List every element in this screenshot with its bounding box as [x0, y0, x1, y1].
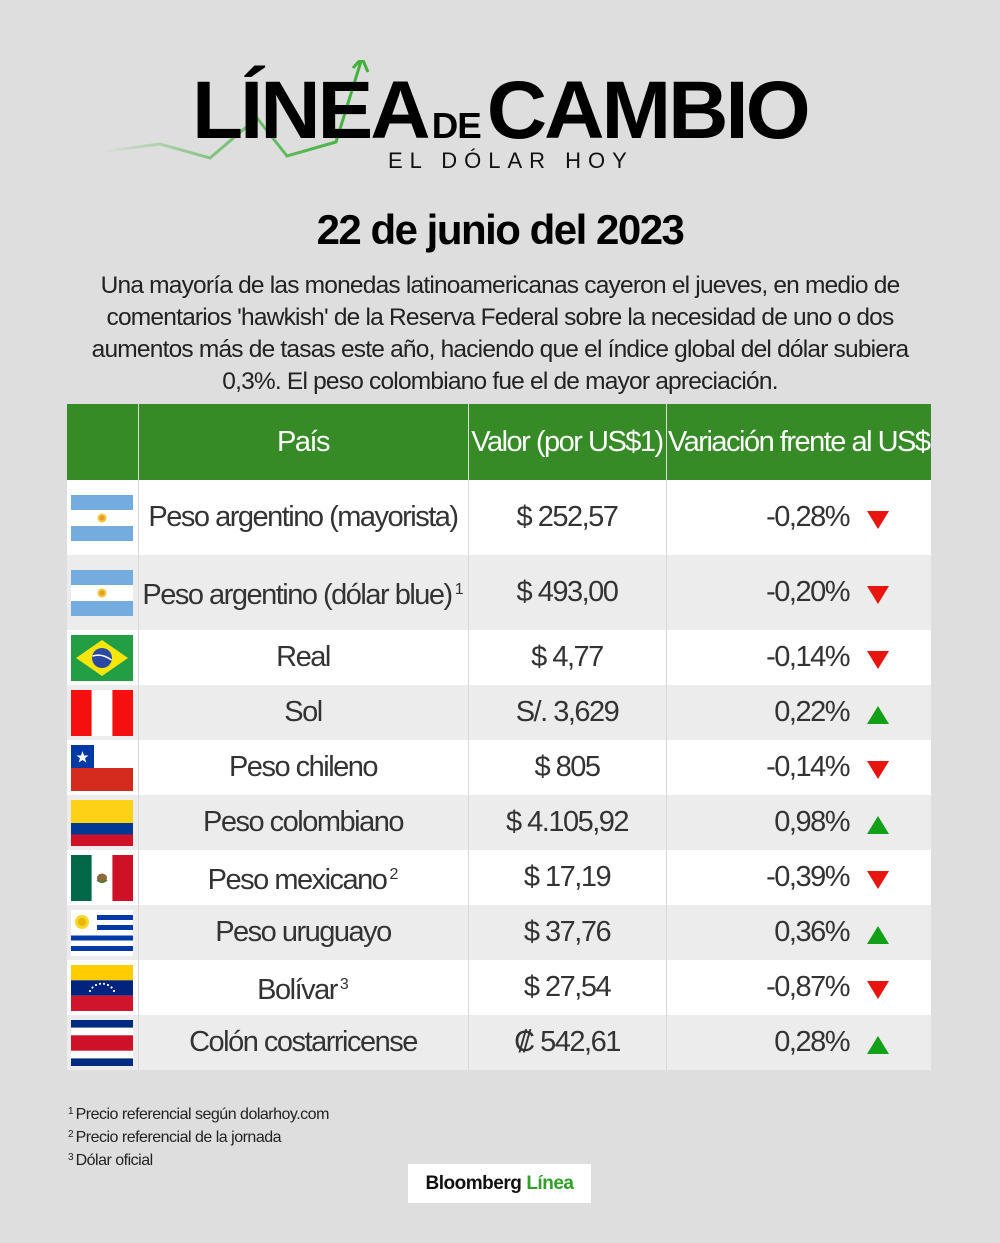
currency-change: 0,28% — [666, 1015, 931, 1070]
column-header-change: Variación frente al US$ — [666, 404, 931, 480]
currency-name: Real — [138, 630, 469, 685]
up-arrow-icon — [867, 705, 889, 724]
bloomberg-linea-logo: Bloomberg Línea — [408, 1164, 591, 1203]
peru-flag-icon — [71, 689, 134, 736]
chile-flag-icon — [71, 744, 134, 791]
argentina-flag-icon — [71, 569, 134, 616]
table-header-row: País Valor (por US$1) Variación frente a… — [67, 404, 931, 480]
argentina-flag-icon — [71, 494, 134, 541]
table-row: Peso uruguayo $ 37,76 0,36% — [67, 905, 931, 960]
table-row: Peso colombiano $ 4.105,92 0,98% — [67, 795, 931, 850]
uruguay-flag-icon — [71, 909, 134, 956]
down-arrow-icon — [867, 510, 889, 529]
currency-value: $ 805 — [468, 740, 667, 795]
table-row: Peso argentino (mayorista) $ 252,57 -0,2… — [67, 480, 931, 555]
footnotes: 1 Precio referencial según dolarhoy.com 2… — [68, 1102, 329, 1171]
currency-name: Peso uruguayo — [138, 905, 469, 960]
down-arrow-icon — [867, 870, 889, 889]
costa-rica-flag-icon — [71, 1019, 134, 1066]
mexico-flag-icon — [71, 854, 134, 901]
page-date: 22 de junio del 2023 — [316, 206, 685, 253]
venezuela-flag-icon — [71, 964, 134, 1011]
footnote-3: 3 Dólar oficial — [68, 1152, 153, 1169]
currency-value: $ 27,54 — [468, 960, 667, 1015]
logo-title: LÍNEA DECAMBIO — [192, 65, 811, 156]
down-arrow-icon — [867, 760, 889, 779]
currency-name: Peso mexicano 2 — [138, 850, 469, 905]
currency-value: $ 37,76 — [468, 905, 667, 960]
up-arrow-icon — [867, 1035, 889, 1054]
table-row: Bolívar 3 $ 27,54 -0,87% — [67, 960, 931, 1015]
currency-name: Colón costarricense — [138, 1015, 469, 1070]
table-row: Real $ 4,77 -0,14% — [67, 630, 931, 685]
currency-change: 0,36% — [666, 905, 931, 960]
table-row: Peso chileno $ 805 -0,14% — [67, 740, 931, 795]
currency-name: Peso chileno — [138, 740, 469, 795]
currency-name: Bolívar 3 — [138, 960, 469, 1015]
currency-change: -0,14% — [666, 740, 931, 795]
currency-value: $ 4.105,92 — [468, 795, 667, 850]
currency-value: S/. 3,629 — [468, 685, 667, 740]
trend-arrow-icon — [99, 60, 370, 160]
table-row: Colón costarricense ₡ 542,61 0,28% — [67, 1015, 931, 1070]
colombia-flag-icon — [71, 799, 134, 846]
footnote-mark: 2 — [389, 866, 399, 883]
up-arrow-icon — [867, 925, 889, 944]
up-arrow-icon — [867, 815, 889, 834]
footnote-2: 2 Precio referencial de la jornada — [68, 1129, 282, 1146]
currency-value: $ 4,77 — [468, 630, 667, 685]
column-header-value: Valor (por US$1) — [468, 404, 667, 480]
currency-change: 0,22% — [666, 685, 931, 740]
down-arrow-icon — [867, 585, 889, 604]
table-row: Sol S/. 3,629 0,22% — [67, 685, 931, 740]
currency-name: Peso argentino (mayorista) — [138, 480, 469, 555]
currency-change: -0,14% — [666, 630, 931, 685]
currency-name: Peso colombiano — [138, 795, 469, 850]
currency-name: Peso argentino (dólar blue) 1 — [138, 555, 469, 630]
currency-value: $ 17,19 — [468, 850, 667, 905]
down-arrow-icon — [867, 980, 889, 999]
table-row: Peso mexicano 2 $ 17,19 -0,39% — [67, 850, 931, 905]
currency-value: ₡ 542,61 — [468, 1015, 667, 1070]
currency-change: -0,28% — [666, 480, 931, 555]
footnote-1: 1 Precio referencial según dolarhoy.com — [68, 1106, 329, 1123]
footnote-mark: 1 — [454, 581, 464, 598]
currency-change: -0,39% — [666, 850, 931, 905]
linea-de-cambio-logo: LÍNEA DECAMBIO EL DÓLAR HOY — [99, 60, 850, 180]
brazil-flag-icon — [71, 634, 134, 681]
currency-change: 0,98% — [666, 795, 931, 850]
down-arrow-icon — [867, 650, 889, 669]
currency-name: Sol — [138, 685, 469, 740]
footnote-mark: 3 — [339, 976, 349, 993]
column-header-flag — [67, 404, 139, 480]
exchange-rate-table: País Valor (por US$1) Variación frente a… — [67, 404, 931, 1070]
logo-subtitle: EL DÓLAR HOY — [388, 148, 634, 173]
currency-value: $ 252,57 — [468, 480, 667, 555]
currency-value: $ 493,00 — [468, 555, 667, 630]
intro-paragraph: Una mayoría de las monedas latinoamerica… — [91, 272, 909, 395]
currency-change: -0,20% — [666, 555, 931, 630]
table-row: Peso argentino (dólar blue) 1 $ 493,00 -0… — [67, 555, 931, 630]
column-header-country: País — [138, 404, 469, 480]
currency-change: -0,87% — [666, 960, 931, 1015]
